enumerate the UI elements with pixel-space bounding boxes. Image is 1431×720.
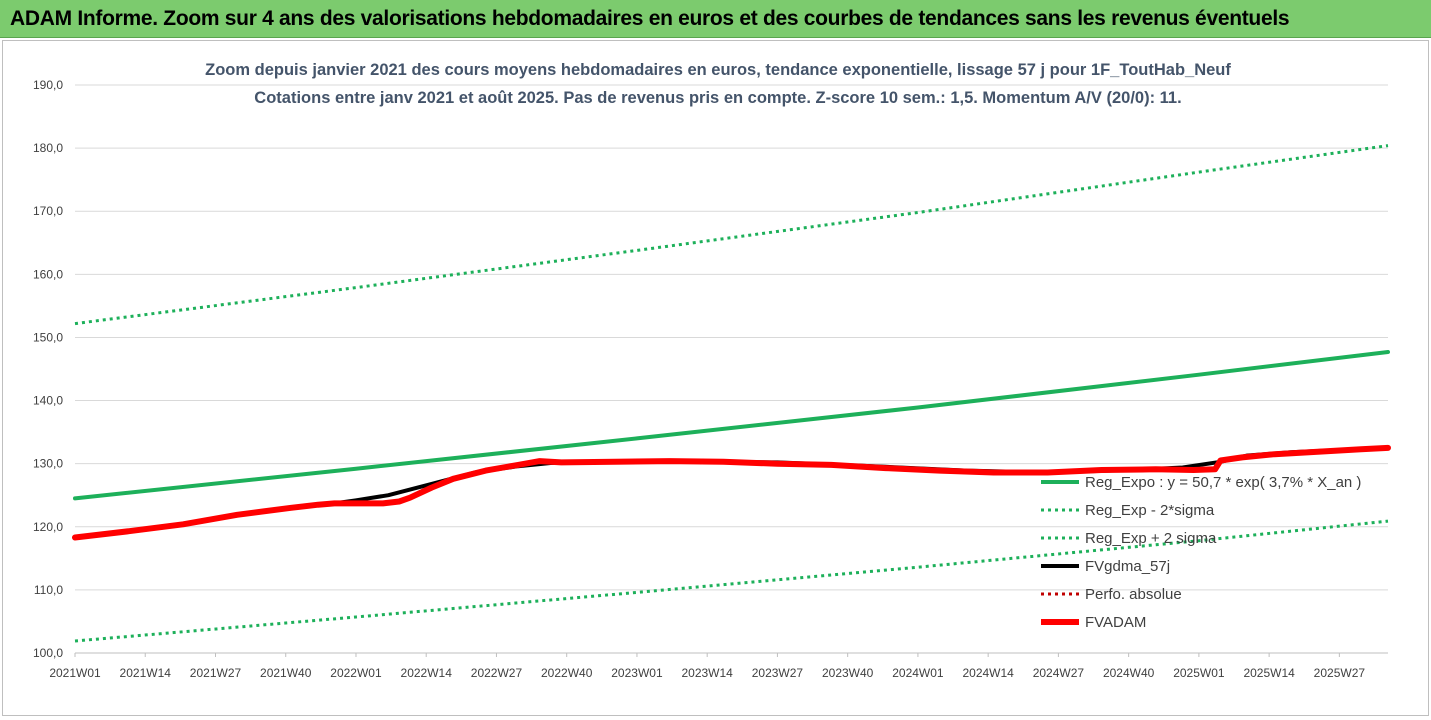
x-tick-label: 2021W01: [49, 666, 101, 680]
x-tick-label: 2022W01: [330, 666, 382, 680]
x-tick-label: 2025W27: [1314, 666, 1366, 680]
legend-label: Reg_Expo : y = 50,7 * exp( 3,7% * X_an ): [1085, 474, 1361, 491]
legend-label: FVgdma_57j: [1085, 558, 1170, 575]
x-tick-label: 2022W14: [401, 666, 453, 680]
series-line-reg-expo-y-50-7-exp-3-7-x-an: [73, 350, 1390, 501]
chart-title: Zoom depuis janvier 2021 des cours moyen…: [205, 61, 1231, 79]
x-tick-label: 2024W01: [892, 666, 944, 680]
y-tick-label: 150,0: [33, 330, 63, 344]
series-lines: [72, 144, 1391, 643]
x-tick-label: 2021W14: [120, 666, 172, 680]
x-tick-label: 2023W01: [611, 666, 663, 680]
x-tick-label: 2022W40: [541, 666, 593, 680]
x-tick-label: 2025W14: [1243, 666, 1295, 680]
legend-label: Reg_Exp - 2*sigma: [1085, 502, 1215, 519]
legend-label: FVADAM: [1085, 614, 1146, 631]
y-tick-label: 130,0: [33, 457, 63, 471]
x-tick-label: 2023W27: [752, 666, 804, 680]
y-tick-label: 110,0: [34, 583, 63, 597]
x-tick-label: 2024W14: [962, 666, 1014, 680]
series-line-reg-exp-2-sigma: [74, 144, 1389, 326]
legend: Reg_Expo : y = 50,7 * exp( 3,7% * X_an )…: [1041, 474, 1361, 631]
x-tick-label: 2021W27: [190, 666, 242, 680]
x-tick-label: 2021W40: [260, 666, 312, 680]
x-tick-label: 2023W14: [681, 666, 733, 680]
x-tick-label: 2024W40: [1103, 666, 1155, 680]
y-tick-label: 100,0: [33, 646, 63, 660]
y-tick-label: 190,0: [33, 78, 63, 92]
grid-lines: [75, 84, 1388, 654]
y-tick-label: 120,0: [33, 520, 63, 534]
legend-label: Reg_Exp + 2 sigma: [1085, 530, 1217, 547]
legend-label: Perfo. absolue: [1085, 586, 1182, 603]
x-tick-label: 2023W40: [822, 666, 874, 680]
chart-subtitle: Cotations entre janv 2021 et août 2025. …: [254, 89, 1181, 107]
y-tick-label: 180,0: [33, 141, 63, 155]
x-tick-label: 2022W27: [471, 666, 523, 680]
x-tick-label: 2025W01: [1173, 666, 1225, 680]
banner-title: ADAM Informe. Zoom sur 4 ans des valoris…: [0, 0, 1431, 38]
y-tick-label: 160,0: [33, 267, 63, 281]
y-tick-label: 170,0: [33, 204, 63, 218]
x-tick-label: 2024W27: [1033, 666, 1085, 680]
chart-frame: Zoom depuis janvier 2021 des cours moyen…: [2, 40, 1429, 716]
y-tick-label: 140,0: [33, 394, 63, 408]
line-chart: Zoom depuis janvier 2021 des cours moyen…: [33, 61, 1391, 680]
series-line-fvadam: [72, 444, 1391, 541]
x-axis-ticks: 2021W01 2021W14 2021W27 2021W40 2022W01 2022W…: [49, 653, 1365, 680]
y-axis-ticks: 100,0 110,0 120,0 130,0 140,0 150,0 160,0 170,0…: [33, 78, 63, 660]
